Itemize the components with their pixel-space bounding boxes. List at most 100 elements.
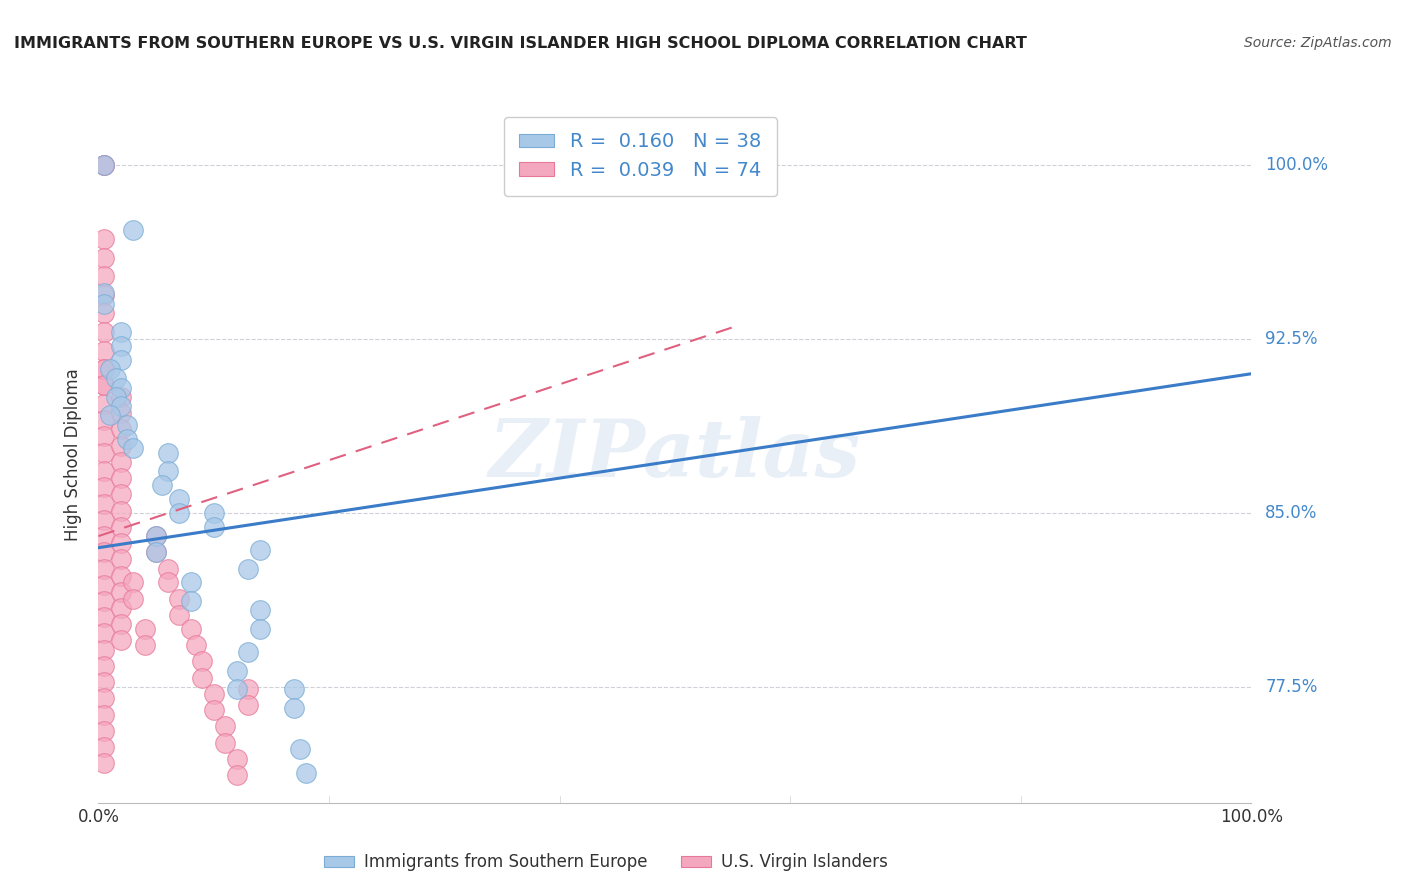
Point <box>93 642 115 657</box>
Point <box>93 397 115 411</box>
Point <box>110 617 132 632</box>
Point <box>110 325 132 339</box>
Point <box>93 497 115 511</box>
Point <box>202 703 225 717</box>
Point <box>225 664 247 678</box>
Point <box>134 622 156 636</box>
Point <box>145 529 167 543</box>
Point <box>191 654 214 668</box>
Point <box>93 740 115 755</box>
Point <box>93 594 115 608</box>
Point <box>238 682 260 697</box>
Text: IMMIGRANTS FROM SOUTHERN EUROPE VS U.S. VIRGIN ISLANDER HIGH SCHOOL DIPLOMA CORR: IMMIGRANTS FROM SOUTHERN EUROPE VS U.S. … <box>14 36 1026 51</box>
Point <box>93 429 115 443</box>
Point <box>110 552 132 566</box>
Point <box>290 742 312 756</box>
Point <box>186 638 208 652</box>
Point <box>110 381 132 395</box>
Point <box>93 158 115 172</box>
Point <box>93 232 115 246</box>
Point <box>93 626 115 640</box>
Text: 92.5%: 92.5% <box>1265 330 1317 348</box>
Point <box>93 288 115 302</box>
Point <box>110 520 132 534</box>
Point <box>93 413 115 427</box>
Point <box>156 561 179 575</box>
Point <box>145 529 167 543</box>
Point <box>110 601 132 615</box>
Point <box>167 607 190 622</box>
Point <box>167 506 190 520</box>
Point <box>93 445 115 459</box>
Point <box>93 269 115 284</box>
Point <box>156 575 179 590</box>
Point <box>202 506 225 520</box>
Point <box>134 638 156 652</box>
Point <box>238 561 260 575</box>
Text: 77.5%: 77.5% <box>1265 678 1317 696</box>
Point <box>225 682 247 697</box>
Legend: Immigrants from Southern Europe, U.S. Virgin Islanders: Immigrants from Southern Europe, U.S. Vi… <box>318 847 894 878</box>
Point <box>93 545 115 559</box>
Point <box>238 645 260 659</box>
Point <box>93 251 115 265</box>
Y-axis label: High School Diploma: High School Diploma <box>65 368 83 541</box>
Text: Source: ZipAtlas.com: Source: ZipAtlas.com <box>1244 36 1392 50</box>
Point <box>156 464 179 478</box>
Point <box>110 439 132 453</box>
Point <box>249 603 271 617</box>
Point <box>93 529 115 543</box>
Point <box>93 343 115 358</box>
Point <box>93 610 115 624</box>
Point <box>93 756 115 771</box>
Point <box>145 545 167 559</box>
Point <box>110 503 132 517</box>
Point <box>249 622 271 636</box>
Point <box>180 594 202 608</box>
Point <box>122 591 145 606</box>
Text: 85.0%: 85.0% <box>1265 504 1317 522</box>
Point <box>93 691 115 706</box>
Point <box>214 719 236 733</box>
Point <box>93 325 115 339</box>
Point <box>249 543 271 558</box>
Point <box>93 378 115 392</box>
Point <box>93 675 115 690</box>
Point <box>225 768 247 782</box>
Point <box>93 464 115 478</box>
Point <box>93 362 115 376</box>
Point <box>167 591 190 606</box>
Point <box>110 390 132 404</box>
Point <box>295 765 318 780</box>
Point <box>156 445 179 459</box>
Point <box>117 432 139 446</box>
Point <box>93 285 115 300</box>
Point <box>110 536 132 550</box>
Point <box>283 682 305 697</box>
Point <box>110 399 132 413</box>
Point <box>93 362 115 376</box>
Point <box>110 633 132 648</box>
Point <box>110 568 132 582</box>
Text: 100.0%: 100.0% <box>1265 156 1329 174</box>
Point <box>93 513 115 527</box>
Point <box>122 441 145 455</box>
Point <box>110 352 132 367</box>
Point <box>98 362 121 376</box>
Point <box>191 671 214 685</box>
Point <box>110 487 132 501</box>
Point <box>167 491 190 506</box>
Point <box>117 417 139 432</box>
Point <box>122 575 145 590</box>
Point <box>202 520 225 534</box>
Point <box>93 659 115 673</box>
Point <box>150 478 173 492</box>
Point <box>180 622 202 636</box>
Point <box>93 578 115 592</box>
Point <box>180 575 202 590</box>
Text: ZIPatlas: ZIPatlas <box>489 417 860 493</box>
Point <box>110 584 132 599</box>
Point <box>214 735 236 749</box>
Point <box>93 158 115 172</box>
Point <box>93 297 115 311</box>
